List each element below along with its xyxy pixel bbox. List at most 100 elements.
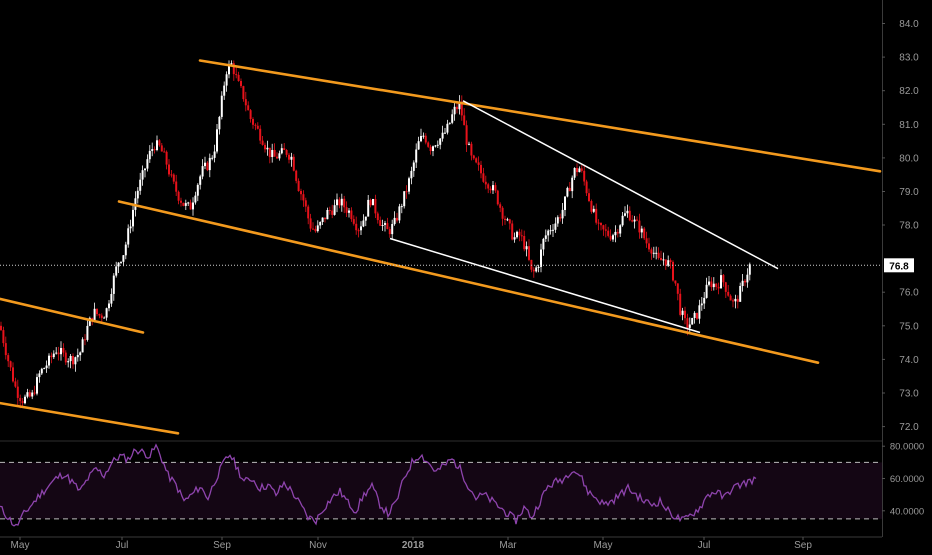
candle-down bbox=[273, 150, 276, 157]
candle-down bbox=[643, 228, 646, 239]
candle-down bbox=[343, 198, 346, 208]
candle-down bbox=[338, 199, 341, 206]
candle-down bbox=[672, 261, 674, 281]
candle-up bbox=[204, 162, 206, 167]
candle-up bbox=[537, 266, 540, 268]
price-panel bbox=[0, 59, 882, 435]
candle-up bbox=[573, 168, 576, 178]
candle-down bbox=[631, 220, 634, 222]
candle-down bbox=[237, 74, 240, 81]
candle-up bbox=[552, 229, 554, 231]
candle-up bbox=[93, 308, 96, 322]
candle-down bbox=[160, 145, 163, 152]
candle-down bbox=[650, 249, 653, 254]
candle-up bbox=[398, 206, 401, 221]
candle-down bbox=[679, 293, 682, 315]
candle-up bbox=[201, 166, 204, 177]
candle-up bbox=[746, 274, 749, 283]
candle-up bbox=[36, 377, 38, 394]
candle-down bbox=[583, 170, 586, 182]
candle-up bbox=[187, 202, 190, 204]
candle-down bbox=[189, 202, 192, 210]
candle-up bbox=[67, 361, 70, 363]
candle-down bbox=[0, 325, 2, 331]
candle-up bbox=[228, 64, 230, 75]
candle-down bbox=[499, 204, 502, 208]
candle-down bbox=[715, 283, 718, 287]
rsi-tick-label: 40.0000 bbox=[890, 506, 924, 517]
candle-down bbox=[528, 246, 530, 260]
candle-down bbox=[21, 401, 24, 404]
candle-down bbox=[664, 259, 667, 266]
candle-down bbox=[657, 252, 660, 258]
candle-down bbox=[235, 74, 238, 76]
candle-down bbox=[312, 228, 314, 230]
price-tick-label: 80.0 bbox=[899, 153, 919, 164]
candle-up bbox=[364, 216, 367, 221]
candle-down bbox=[352, 219, 355, 224]
candle-down bbox=[170, 174, 173, 176]
candle-down bbox=[710, 281, 713, 288]
candle-down bbox=[568, 187, 571, 192]
candle-up bbox=[326, 210, 329, 220]
candle-up bbox=[105, 308, 108, 318]
price-tick-label: 74.0 bbox=[899, 355, 919, 366]
x-tick-label: May bbox=[11, 540, 30, 550]
candle-up bbox=[626, 210, 629, 214]
candle-up bbox=[148, 150, 151, 160]
candle-down bbox=[168, 164, 170, 175]
rsi-tick-label: 60.0000 bbox=[890, 474, 924, 485]
candle-down bbox=[727, 291, 730, 296]
candle-down bbox=[98, 314, 101, 316]
candle-up bbox=[108, 303, 110, 309]
x-tick-label: Nov bbox=[309, 540, 327, 550]
candle-up bbox=[348, 210, 350, 213]
candle-down bbox=[604, 229, 607, 231]
candle-up bbox=[525, 246, 528, 250]
candle-up bbox=[432, 146, 434, 151]
candle-up bbox=[216, 129, 218, 152]
candle-up bbox=[655, 252, 658, 254]
candle-down bbox=[256, 125, 259, 129]
candle-up bbox=[403, 191, 406, 207]
candle-up bbox=[336, 199, 338, 206]
candle-down bbox=[729, 295, 732, 301]
candle-up bbox=[592, 208, 595, 212]
candle-down bbox=[247, 105, 250, 111]
candle-down bbox=[585, 181, 588, 194]
candle-down bbox=[595, 208, 598, 223]
candle-down bbox=[297, 180, 300, 191]
candle-up bbox=[444, 132, 446, 134]
candle-down bbox=[576, 168, 578, 173]
rsi-line bbox=[0, 443, 757, 527]
x-tick-label: May bbox=[594, 540, 613, 550]
candle-down bbox=[600, 223, 602, 226]
candle-up bbox=[213, 151, 216, 158]
candle-up bbox=[362, 220, 365, 227]
candle-down bbox=[388, 229, 391, 235]
candle-down bbox=[254, 124, 257, 126]
candle-up bbox=[612, 235, 614, 240]
candle-up bbox=[535, 267, 538, 272]
rsi-band bbox=[0, 462, 882, 519]
candle-up bbox=[321, 217, 324, 222]
candle-up bbox=[122, 255, 125, 262]
candle-down bbox=[717, 286, 720, 289]
candle-down bbox=[57, 352, 60, 355]
candle-up bbox=[199, 176, 202, 185]
candle-down bbox=[96, 308, 98, 315]
candle-up bbox=[112, 275, 115, 294]
candle-up bbox=[340, 198, 343, 206]
candle-up bbox=[415, 149, 418, 163]
candle-down bbox=[328, 210, 331, 211]
candle-down bbox=[369, 199, 372, 206]
candle-down bbox=[259, 128, 262, 141]
candle-up bbox=[136, 190, 139, 199]
candle-up bbox=[127, 228, 130, 245]
candle-up bbox=[705, 284, 708, 298]
candle-down bbox=[302, 194, 305, 201]
candle-down bbox=[532, 269, 535, 272]
candle-up bbox=[549, 230, 552, 232]
